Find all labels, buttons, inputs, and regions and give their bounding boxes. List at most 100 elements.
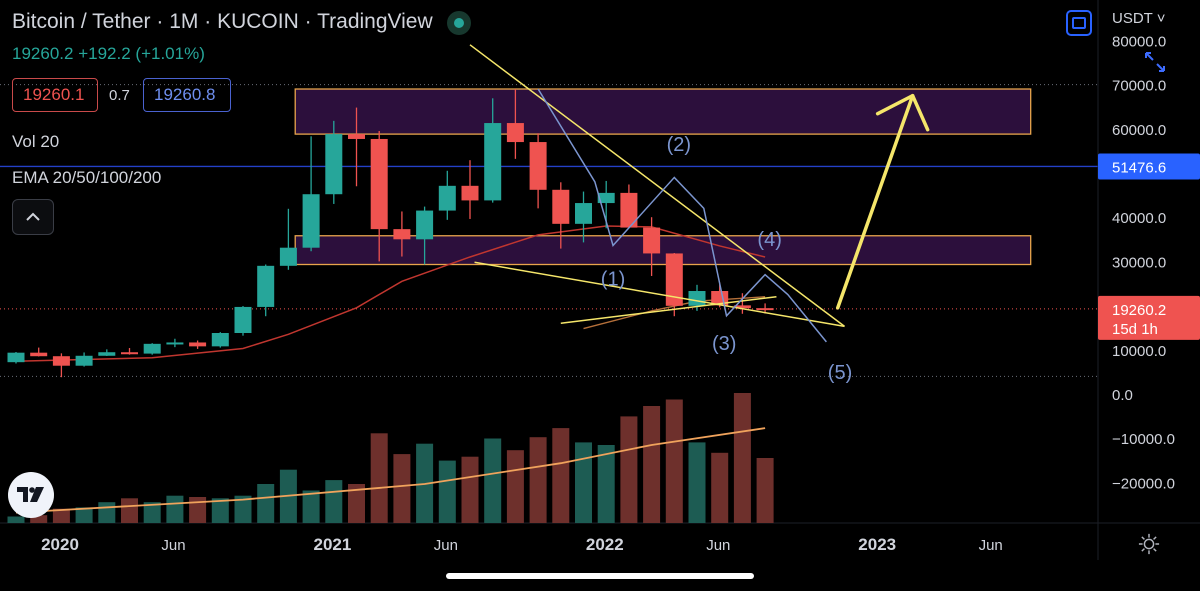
volume-bar	[620, 416, 638, 523]
volume-bar	[98, 502, 116, 523]
wave-label: (4)	[757, 229, 781, 251]
volume-bar	[438, 460, 456, 523]
symbol-name[interactable]: Bitcoin / Tether	[12, 10, 151, 33]
title-separator: ·	[304, 10, 312, 33]
collapse-indicators-button[interactable]	[12, 199, 54, 235]
time-tick-label: 2021	[313, 535, 351, 554]
title-separator: ·	[204, 10, 212, 33]
wave-label: (2)	[667, 134, 691, 156]
volume-bar	[166, 495, 184, 523]
candle-body	[75, 355, 93, 366]
price-tick-label: 10000.0	[1112, 343, 1166, 360]
time-tick-label: Jun	[161, 537, 185, 554]
currency-selector[interactable]: USDT ˅	[1112, 10, 1166, 27]
interval[interactable]: 1M	[169, 10, 199, 33]
price-tick-label: 70000.0	[1112, 78, 1166, 95]
candle-body	[257, 265, 275, 307]
buy-button[interactable]: 19260.8	[143, 78, 231, 112]
candle-body	[30, 352, 48, 357]
volume-bar	[484, 438, 502, 523]
live-status-icon	[447, 11, 471, 35]
projection-arrow	[835, 93, 915, 310]
drawings: (1) (2) (3) (4) (5)	[469, 44, 930, 384]
candle-body	[484, 123, 502, 201]
volume-indicator-label[interactable]: Vol 20	[12, 132, 60, 151]
volume-bar	[257, 484, 275, 523]
wedge-trendline	[474, 261, 845, 328]
volume-bar	[688, 442, 706, 523]
candle-body	[552, 189, 570, 224]
price-tick-label: −10000.0	[1112, 431, 1175, 448]
volume-bar	[7, 516, 25, 523]
chevron-down-icon: ˅	[1152, 10, 1166, 27]
candle-body	[688, 291, 706, 306]
volume-bars	[7, 393, 774, 523]
candle-body	[393, 229, 411, 240]
platform: TradingView	[317, 10, 433, 33]
candle-body	[529, 142, 547, 190]
volume-bar	[461, 456, 479, 523]
volume-bar	[211, 498, 229, 523]
volume-bar	[302, 490, 320, 523]
price-axis: 80000.070000.060000.050000.040000.030000…	[1098, 33, 1200, 492]
price-tick-label: −20000.0	[1112, 475, 1175, 492]
volume-bar	[370, 433, 388, 523]
expand-icon[interactable]	[1143, 50, 1167, 74]
candle-body	[52, 356, 70, 366]
candle-body	[166, 342, 184, 345]
time-tick-label: 2022	[586, 535, 624, 554]
settings-gear-icon[interactable]	[1138, 533, 1160, 555]
ema-indicator-label[interactable]: EMA 20/50/100/200	[12, 168, 162, 187]
price-change-pct: (+1.01%)	[135, 44, 205, 63]
candle-body	[506, 123, 524, 143]
current-price-label: 19260.2	[1112, 302, 1166, 319]
candle-body	[665, 253, 683, 306]
candle-body	[189, 342, 207, 347]
projection-arrowhead	[875, 93, 930, 132]
candlesticks	[7, 89, 774, 378]
tradingview-logo-icon[interactable]	[8, 472, 54, 518]
wave-label: (3)	[712, 333, 736, 355]
volume-bar	[75, 507, 93, 523]
volume-bar	[143, 502, 161, 523]
candle-body	[733, 305, 751, 309]
wave-label: (5)	[828, 362, 852, 384]
tradingview-mark	[17, 487, 44, 502]
price-change: +192.2	[78, 44, 131, 63]
time-tick-label: Jun	[706, 537, 730, 554]
last-price: 19260.2	[12, 44, 74, 63]
collapse-icon	[26, 212, 40, 221]
candle-body	[756, 308, 774, 311]
time-axis: 2020 Jun 2021 Jun 2022 Jun 2023 Jun	[41, 535, 1003, 554]
candle-body	[643, 227, 661, 254]
volume-ma-line	[15, 427, 766, 514]
volume-bar	[665, 399, 683, 523]
volume-bar	[575, 442, 592, 523]
candle-body	[438, 185, 456, 211]
candle-body	[211, 333, 229, 347]
current-price-badge	[1098, 295, 1200, 340]
volume-bar	[52, 508, 70, 523]
chart-title: Bitcoin / Tether · 1M · KUCOIN · Trading…	[12, 10, 433, 34]
sell-button[interactable]: 19260.1	[12, 78, 98, 112]
candle-body	[234, 306, 252, 334]
wedge-trendline	[469, 44, 846, 327]
ema-20-line	[15, 225, 766, 363]
volume-bar	[234, 495, 252, 523]
elliott-wave-path	[537, 88, 827, 343]
price-tick-label: 0.0	[1112, 387, 1133, 404]
title-separator: ·	[156, 10, 164, 33]
currency-label: USDT	[1112, 10, 1153, 27]
candle-countdown-label: 15d 1h	[1112, 321, 1158, 338]
chart-settings-icon[interactable]	[1066, 10, 1092, 36]
spread-value: 0.7	[109, 87, 130, 104]
candle-body	[461, 185, 479, 201]
price-summary: 19260.2 +192.2 (+1.01%)	[12, 44, 205, 64]
candle-body	[348, 134, 365, 139]
candle-body	[302, 194, 320, 248]
volume-bar	[393, 454, 411, 523]
time-tick-label: 2020	[41, 535, 79, 554]
volume-bar	[711, 452, 729, 523]
candle-body	[325, 134, 343, 195]
